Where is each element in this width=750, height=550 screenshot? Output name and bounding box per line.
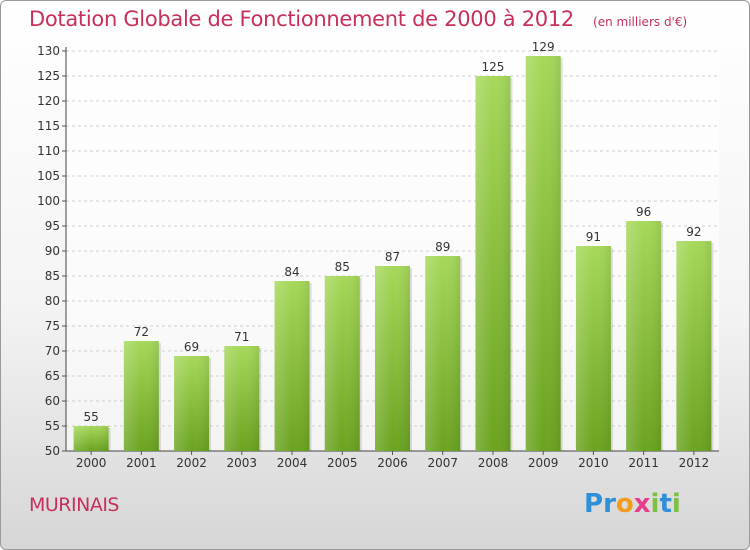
x-tick-label: 2009 — [528, 456, 559, 470]
bar-highlight — [475, 76, 511, 451]
logo-letter: i — [650, 489, 660, 519]
y-tick-label: 75 — [45, 319, 60, 333]
bar-highlight — [676, 241, 712, 451]
bar-value-label: 89 — [435, 240, 450, 254]
bar-value-label: 125 — [482, 60, 505, 74]
logo-letter: r — [603, 489, 616, 519]
y-tick-label: 95 — [45, 219, 60, 233]
bar-highlight — [375, 266, 410, 451]
title-row: Dotation Globale de Fonctionnement de 20… — [29, 7, 687, 31]
y-tick-label: 105 — [37, 169, 60, 183]
bar-value-label: 96 — [636, 205, 651, 219]
x-tick-label: 2008 — [478, 456, 509, 470]
y-tick-label: 130 — [37, 44, 60, 58]
x-tick-label: 2002 — [176, 456, 207, 470]
bar-value-label: 71 — [234, 330, 249, 344]
y-tick-label: 90 — [45, 244, 60, 258]
logo-letter: i — [671, 489, 681, 519]
bar-highlight — [274, 281, 310, 451]
x-tick-label: 2000 — [76, 456, 107, 470]
x-tick-label: 2005 — [327, 456, 358, 470]
bar-highlight — [575, 246, 611, 451]
commune-name: MURINAIS — [29, 494, 119, 516]
x-tick-label: 2003 — [227, 456, 258, 470]
bar-value-label: 129 — [532, 40, 555, 54]
logo-letter: o — [615, 489, 634, 519]
bar-highlight — [174, 356, 210, 451]
bar-value-label: 72 — [134, 325, 149, 339]
bar-value-label: 55 — [83, 410, 98, 424]
bar-value-label: 84 — [284, 265, 299, 279]
chart-title: Dotation Globale de Fonctionnement de 20… — [29, 7, 574, 31]
bar-highlight — [626, 221, 662, 451]
y-tick-label: 120 — [37, 94, 60, 108]
y-tick-label: 60 — [45, 394, 60, 408]
x-tick-label: 2007 — [427, 456, 458, 470]
y-tick-label: 70 — [45, 344, 60, 358]
y-tick-label: 110 — [37, 144, 60, 158]
bar-highlight — [525, 56, 561, 451]
bar-highlight — [224, 346, 260, 451]
bar-value-label: 87 — [385, 250, 400, 264]
y-tick-label: 65 — [45, 369, 60, 383]
bar-value-label: 85 — [335, 260, 350, 274]
bar-highlight — [73, 426, 109, 451]
y-tick-label: 80 — [45, 294, 60, 308]
y-tick-label: 100 — [37, 194, 60, 208]
x-tick-label: 2010 — [578, 456, 609, 470]
x-tick-label: 2011 — [628, 456, 659, 470]
x-tick-label: 2006 — [377, 456, 408, 470]
bar-value-label: 91 — [586, 230, 601, 244]
x-tick-label: 2012 — [679, 456, 710, 470]
y-tick-label: 125 — [37, 69, 60, 83]
x-tick-label: 2004 — [277, 456, 308, 470]
proxiti-logo: Proxiti — [584, 489, 681, 519]
logo-letter: P — [584, 489, 604, 519]
y-tick-label: 85 — [45, 269, 60, 283]
y-tick-label: 115 — [37, 119, 60, 133]
x-tick-label: 2001 — [126, 456, 157, 470]
bar-value-label: 92 — [686, 225, 701, 239]
bar-highlight — [425, 256, 461, 451]
bar-highlight — [123, 341, 159, 451]
bar-highlight — [324, 276, 360, 451]
logo-letter: t — [659, 489, 672, 519]
logo-letter: x — [633, 489, 651, 519]
chart-unit: (en milliers d'€) — [593, 15, 688, 29]
y-tick-label: 55 — [45, 419, 60, 433]
bar-value-label: 69 — [184, 340, 199, 354]
y-tick-label: 50 — [45, 444, 60, 458]
